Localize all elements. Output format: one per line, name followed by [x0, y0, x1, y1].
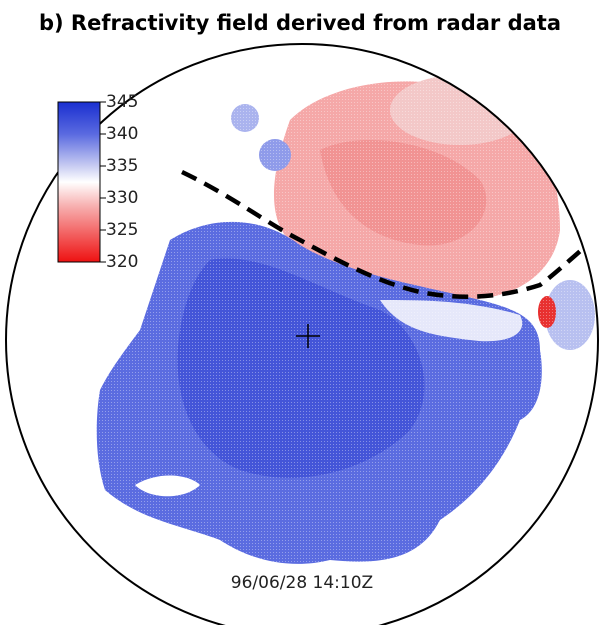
colorbar-tick-label: 325	[106, 220, 138, 240]
colorbar-tick-label: 320	[106, 252, 138, 272]
radar-range-circle	[5, 43, 599, 625]
boundary-line	[181, 169, 598, 299]
timestamp: 96/06/28 14:10Z	[231, 573, 373, 593]
colorbar-tick-label: 335	[106, 156, 138, 176]
colorbar-tick-label: 340	[106, 124, 138, 144]
title: b) Refractivity field derived from radar…	[39, 11, 561, 35]
colorbar-tick-label: 330	[106, 188, 138, 208]
radar-site	[296, 324, 320, 348]
colorbar	[57, 101, 101, 263]
colorbar-ticks: 345 340 335 330 325 320	[100, 92, 138, 272]
colorbar-tick-label: 345	[106, 92, 138, 112]
